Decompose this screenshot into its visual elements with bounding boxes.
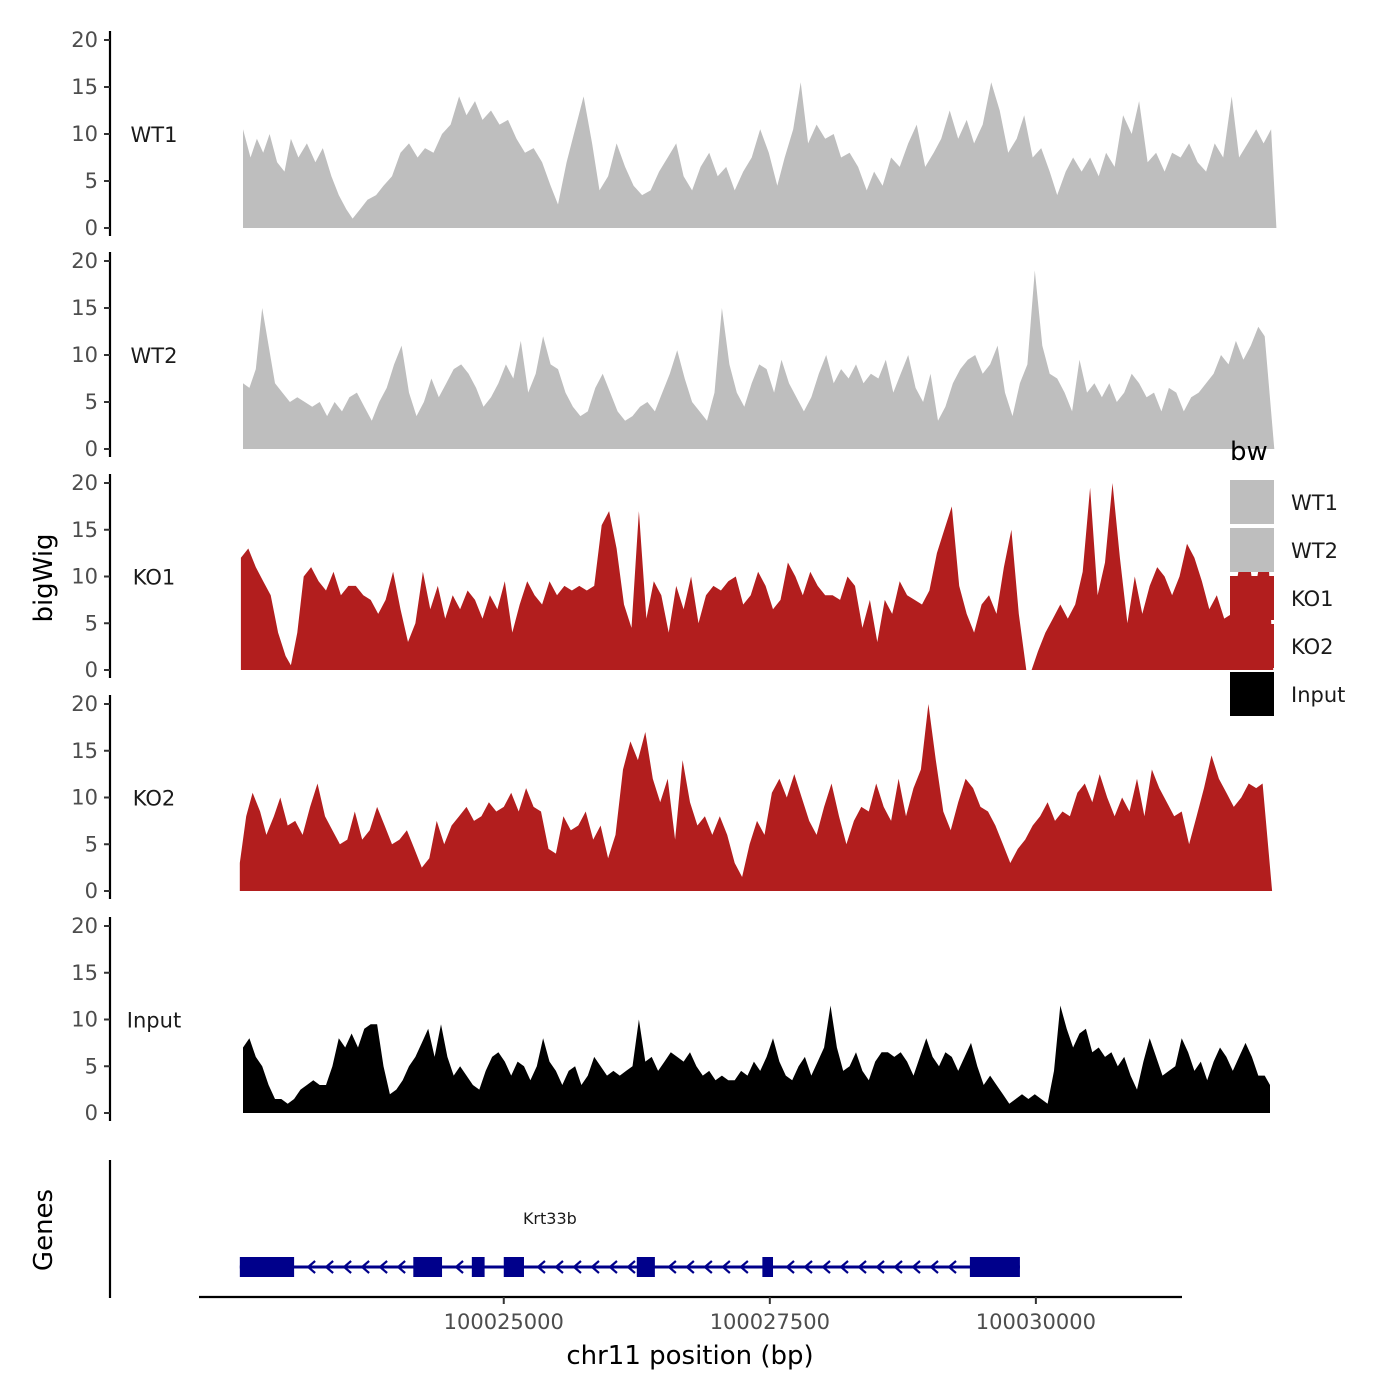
x-axis-title: chr11 position (bp): [566, 1341, 813, 1371]
legend-key-ko1: [1230, 576, 1274, 620]
y-tick-label: 15: [71, 75, 98, 99]
y-tick-label: 5: [85, 390, 98, 414]
track-label: WT2: [131, 344, 178, 368]
signal-area-ko1: [240, 483, 1274, 670]
genes-axis-title: Genes: [29, 1189, 59, 1271]
strand-arrow: [857, 1260, 867, 1274]
legend-label-wt1: WT1: [1291, 491, 1338, 515]
legend-label-wt2: WT2: [1291, 539, 1338, 563]
y-tick-label: 20: [71, 28, 98, 52]
track-wt1: 0 5 10 15 20 WT1: [71, 28, 1277, 240]
x-tick-label: 100027500: [710, 1310, 830, 1334]
strand-arrow: [685, 1260, 695, 1274]
y-tick-label: 20: [71, 914, 98, 938]
strand-arrow: [590, 1260, 600, 1274]
y-tick-label: 0: [85, 216, 98, 240]
strand-arrow: [929, 1260, 939, 1274]
y-tick-label: 0: [85, 437, 98, 461]
strand-arrow: [911, 1260, 921, 1274]
strand-arrow: [821, 1260, 831, 1274]
y-tick-label: 10: [71, 565, 98, 589]
x-tick-label: 100025000: [444, 1310, 564, 1334]
legend-key-ko2: [1230, 624, 1274, 668]
strand-arrow: [324, 1260, 334, 1274]
legend-label-ko2: KO2: [1291, 635, 1334, 659]
strand-arrow: [360, 1260, 370, 1274]
y-tick-label: 5: [85, 832, 98, 856]
y-tick-label: 0: [85, 658, 98, 682]
track-label: KO1: [133, 566, 176, 590]
y-tick-label: 15: [71, 961, 98, 985]
y-tick-label: 20: [71, 249, 98, 273]
signal-area-input: [243, 1005, 1270, 1113]
strand-arrow: [536, 1260, 546, 1274]
legend-key-wt1: [1230, 480, 1274, 524]
x-tick-label: 100030000: [976, 1310, 1096, 1334]
y-tick-label: 10: [71, 786, 98, 810]
strand-arrow: [739, 1260, 749, 1274]
strand-arrow: [572, 1260, 582, 1274]
strand-arrow: [893, 1260, 903, 1274]
strand-arrow: [378, 1260, 388, 1274]
x-axis: 100025000 100027500 100030000: [199, 1295, 1182, 1334]
strand-arrow: [721, 1260, 731, 1274]
legend-key-wt2: [1230, 528, 1274, 572]
exon: [413, 1257, 443, 1277]
signal-area-ko2: [239, 704, 1273, 891]
legend: bw WT1 WT2 KO1 KO2 Input: [1230, 437, 1345, 716]
legend-label-input: Input: [1291, 683, 1345, 707]
strand-arrow: [608, 1260, 618, 1274]
strand-arrow: [306, 1260, 316, 1274]
signal-area-wt2: [243, 270, 1275, 449]
y-tick-label: 0: [85, 1101, 98, 1125]
track-ko2: 0 5 10 15 20 KO2: [71, 692, 1273, 903]
strand-arrow: [839, 1260, 849, 1274]
strand-arrow: [396, 1260, 406, 1274]
y-tick-label: 15: [71, 739, 98, 763]
y-tick-label: 10: [71, 1008, 98, 1032]
gene-label: Krt33b: [523, 1209, 577, 1228]
y-tick-label: 20: [71, 471, 98, 495]
gene-krt33b: Krt33b: [239, 1209, 1020, 1277]
strand-arrow: [875, 1260, 885, 1274]
y-tick-label: 15: [71, 296, 98, 320]
exon: [762, 1257, 774, 1277]
strand-arrow: [803, 1260, 813, 1274]
exon: [636, 1257, 655, 1277]
y-tick-label: 20: [71, 692, 98, 716]
exon: [503, 1257, 524, 1277]
y-tick-label: 0: [85, 879, 98, 903]
y-tick-label: 15: [71, 518, 98, 542]
y-tick-label: 10: [71, 343, 98, 367]
track-input: 0 5 10 15 20 Input: [71, 914, 1270, 1125]
y-tick-label: 10: [71, 122, 98, 146]
exon: [239, 1257, 295, 1277]
y-axis-title: bigWig: [29, 533, 59, 622]
strand-arrow: [342, 1260, 352, 1274]
y-tick-label: 5: [85, 169, 98, 193]
strand-arrow: [667, 1260, 677, 1274]
y-tick-label: 5: [85, 611, 98, 635]
strand-arrow: [554, 1260, 564, 1274]
genes-layer: Krt33b: [108, 1160, 1020, 1298]
tracks-layer: 0 5 10 15 20 WT1 0 5 10 15 20 WT2 0 5 10 15 20 KO1 0 5 10 15 2…: [71, 28, 1277, 1125]
strand-arrow: [626, 1260, 636, 1274]
strand-arrow: [785, 1260, 795, 1274]
strand-arrow: [454, 1260, 464, 1274]
legend-label-ko1: KO1: [1291, 587, 1334, 611]
strand-arrow: [947, 1260, 957, 1274]
legend-title: bw: [1230, 437, 1268, 467]
track-label: WT1: [131, 123, 178, 147]
y-tick-label: 5: [85, 1054, 98, 1078]
track-ko1: 0 5 10 15 20 KO1: [71, 471, 1274, 682]
exon: [969, 1257, 1020, 1277]
track-label: Input: [127, 1009, 181, 1033]
strand-arrow: [703, 1260, 713, 1274]
track-wt2: 0 5 10 15 20 WT2: [71, 249, 1275, 461]
track-label: KO2: [133, 787, 176, 811]
signal-area-wt1: [243, 82, 1277, 228]
exon: [471, 1257, 485, 1277]
legend-key-input: [1230, 672, 1274, 716]
